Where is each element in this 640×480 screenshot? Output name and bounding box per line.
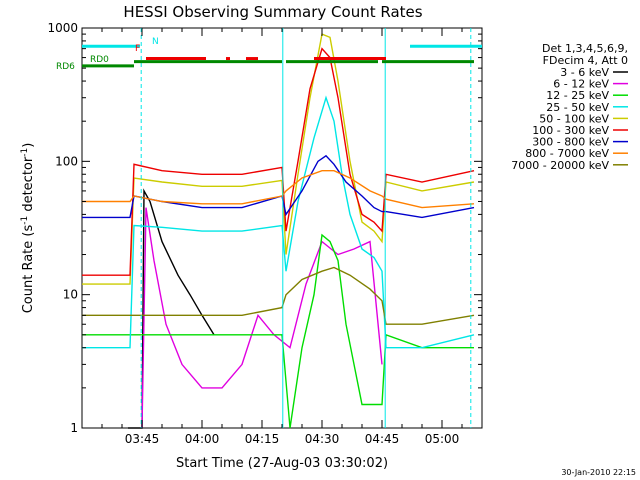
flag-label-n: N: [152, 37, 159, 47]
y-tick-label-3: 1000: [47, 21, 78, 35]
legend-label-4: 50 - 100 keV: [539, 112, 609, 125]
legend-header-2: FDecim 4, Att 0: [543, 54, 628, 67]
chart-title: HESSI Observing Summary Count Rates: [123, 3, 422, 21]
legend-label-7: 800 - 7000 keV: [525, 147, 609, 160]
legend-label-1: 6 - 12 keV: [553, 78, 609, 91]
series-line-5: [82, 47, 475, 276]
series-line-3: [82, 95, 475, 349]
series-line-7: [82, 169, 475, 209]
series-line-1: [141, 207, 383, 429]
series-line-4: [82, 33, 475, 285]
x-tick-label-5: 05:00: [425, 432, 460, 446]
x-tick-label-3: 04:30: [305, 432, 340, 446]
y-tick-label-2: 100: [55, 154, 78, 168]
series-line-0: [128, 188, 215, 429]
y-axis-label-sup1: -1: [20, 216, 30, 225]
y-axis-label-sup2: -1: [20, 148, 30, 157]
x-tick-label-1: 04:00: [185, 432, 220, 446]
y-tick-label-0: 1: [70, 421, 78, 435]
flag-bars: [82, 44, 482, 68]
axis-ticks: 1 10 100 1000 03:45 04:00 04:15 04:30 04:45 05:00: [47, 21, 483, 446]
vertical-lines: [140, 28, 472, 428]
x-tick-label-0: 03:45: [125, 432, 160, 446]
series-layer: [82, 33, 475, 429]
plot-area: 1 10 100 1000 03:45 04:00 04:15 04:30 04:45 05:00: [47, 21, 483, 446]
x-axis-label: Start Time (27-Aug-03 03:30:02): [176, 456, 388, 471]
y-axis-label-main: Count Rate (s: [21, 225, 36, 314]
legend: Det 1,3,4,5,6,9, FDecim 4, Att 0 3 - 6 k…: [511, 42, 628, 172]
y-axis-label-end: ): [21, 143, 36, 148]
x-tick-label-4: 04:45: [365, 432, 400, 446]
series-line-2: [82, 233, 474, 429]
x-tick-label-2: 04:15: [245, 432, 280, 446]
legend-label-8: 7000 - 20000 keV: [511, 159, 609, 172]
y-axis-label-mid: detector: [21, 156, 36, 216]
legend-label-2: 12 - 25 keV: [546, 89, 609, 102]
legend-label-0: 3 - 6 keV: [560, 66, 609, 79]
legend-label-5: 100 - 300 keV: [532, 124, 609, 137]
y-axis-label: Count Rate (s-1 detector-1): [20, 143, 36, 314]
flag-label-rd0: RD0: [90, 55, 109, 65]
y-tick-label-1: 10: [63, 288, 78, 302]
legend-label-3: 25 - 50 keV: [546, 101, 609, 114]
flag-label-f: F: [135, 44, 140, 54]
series-line-8: [82, 266, 475, 325]
legend-label-6: 300 - 800 keV: [532, 136, 609, 149]
footer-date: 30-Jan-2010 22:15: [561, 468, 636, 477]
legend-header-1: Det 1,3,4,5,6,9,: [542, 42, 628, 55]
flag-label-rd6: RD6: [56, 62, 75, 72]
series-line-6: [82, 154, 475, 219]
